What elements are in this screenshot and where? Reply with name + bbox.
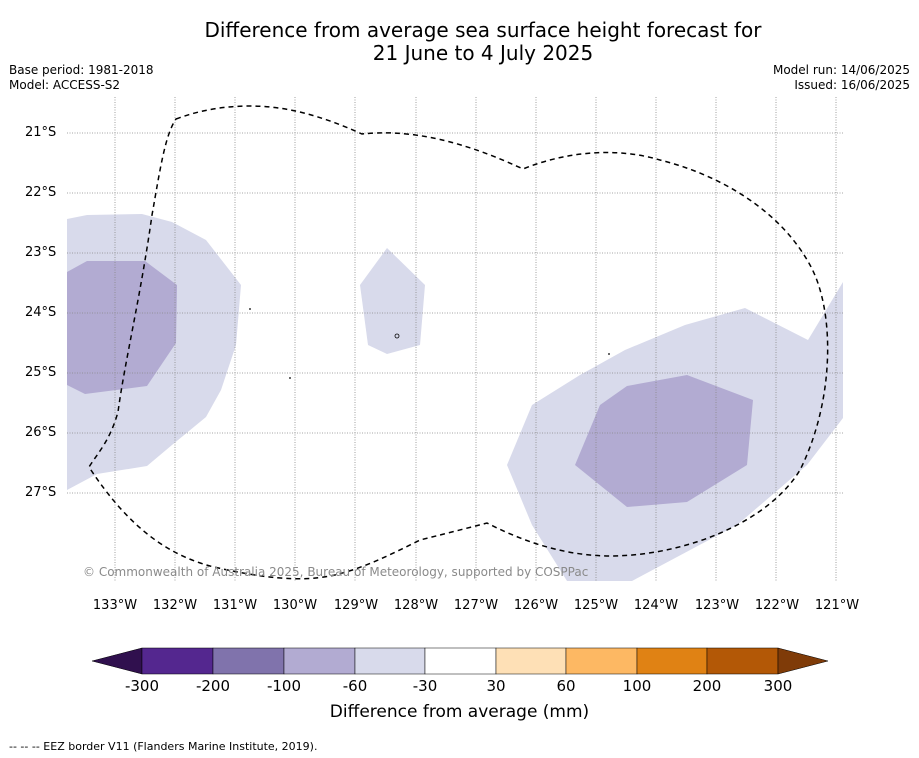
colorbar-tick: -200: [195, 677, 231, 695]
lon-label: 130°W: [272, 598, 318, 613]
lon-label: 126°W: [513, 598, 559, 613]
eez-footnote: -- -- -- EEZ border V11 (Flanders Marine…: [9, 740, 318, 753]
colorbar-bin-6: [495, 647, 567, 675]
title-line-1: Difference from average sea surface heig…: [204, 18, 762, 42]
run-info: Model run: 14/06/2025 Issued: 16/06/2025: [773, 63, 910, 93]
colorbar-tick: -60: [342, 677, 368, 695]
colorbar-extend-low: [91, 647, 143, 675]
colorbar: [91, 647, 829, 675]
colorbar-bin-9: [706, 647, 779, 675]
colorbar-tick: 60: [556, 677, 576, 695]
anomaly-region-east-medium: [575, 375, 753, 507]
eez-border: [88, 105, 829, 580]
colorbar-tick: -100: [266, 677, 302, 695]
colorbar-bin-3: [283, 647, 356, 675]
colorbar-label: Difference from average (mm): [329, 702, 590, 722]
colorbar-tick: -30: [412, 677, 438, 695]
lat-label: 21°S: [25, 125, 57, 140]
lat-label: 27°S: [25, 485, 57, 500]
colorbar-tick: 200: [692, 677, 722, 695]
colorbar-bin-7: [565, 647, 638, 675]
lat-label: 26°S: [25, 425, 57, 440]
colorbar-extend-high: [777, 647, 829, 675]
island-markers: [249, 308, 610, 379]
lon-label: 121°W: [814, 598, 860, 613]
colorbar-bin-2: [212, 647, 285, 675]
lon-label: 131°W: [212, 598, 258, 613]
lon-label: 125°W: [573, 598, 619, 613]
issued-text: Issued: 16/06/2025: [794, 78, 910, 92]
copyright-notice: © Commonwealth of Australia 2025, Bureau…: [83, 565, 589, 579]
lat-label: 25°S: [25, 365, 57, 380]
title-line-2: 21 June to 4 July 2025: [372, 41, 594, 65]
colorbar-tick: 300: [763, 677, 793, 695]
lon-label: 133°W: [92, 598, 138, 613]
lat-label: 22°S: [25, 185, 57, 200]
map-title: Difference from average sea surface heig…: [0, 19, 919, 65]
anomaly-region-west-medium: [67, 261, 177, 394]
lat-label: 23°S: [25, 245, 57, 260]
base-info: Base period: 1981-2018 Model: ACCESS-S2: [9, 63, 154, 93]
lon-label: 129°W: [333, 598, 379, 613]
lon-label: 127°W: [453, 598, 499, 613]
anomaly-region-central-light: [360, 248, 425, 354]
base-period-text: Base period: 1981-2018: [9, 63, 154, 77]
colorbar-bin-4: [354, 647, 426, 675]
lon-label: 123°W: [694, 598, 740, 613]
colorbar-bin-1: [141, 647, 214, 675]
lat-label: 24°S: [25, 305, 57, 320]
lon-label: 122°W: [754, 598, 800, 613]
model-text: Model: ACCESS-S2: [9, 78, 121, 92]
anomaly-shading: [67, 214, 843, 581]
colorbar-tick: -300: [124, 677, 160, 695]
colorbar-tick: 30: [486, 677, 506, 695]
gridlines: [67, 97, 843, 581]
lon-label: 132°W: [152, 598, 198, 613]
colorbar-tick: 100: [622, 677, 652, 695]
colorbar-bin-5: [424, 647, 497, 675]
lon-label: 128°W: [393, 598, 439, 613]
model-run-text: Model run: 14/06/2025: [772, 63, 910, 77]
lon-label: 124°W: [633, 598, 679, 613]
colorbar-bin-8: [636, 647, 708, 675]
